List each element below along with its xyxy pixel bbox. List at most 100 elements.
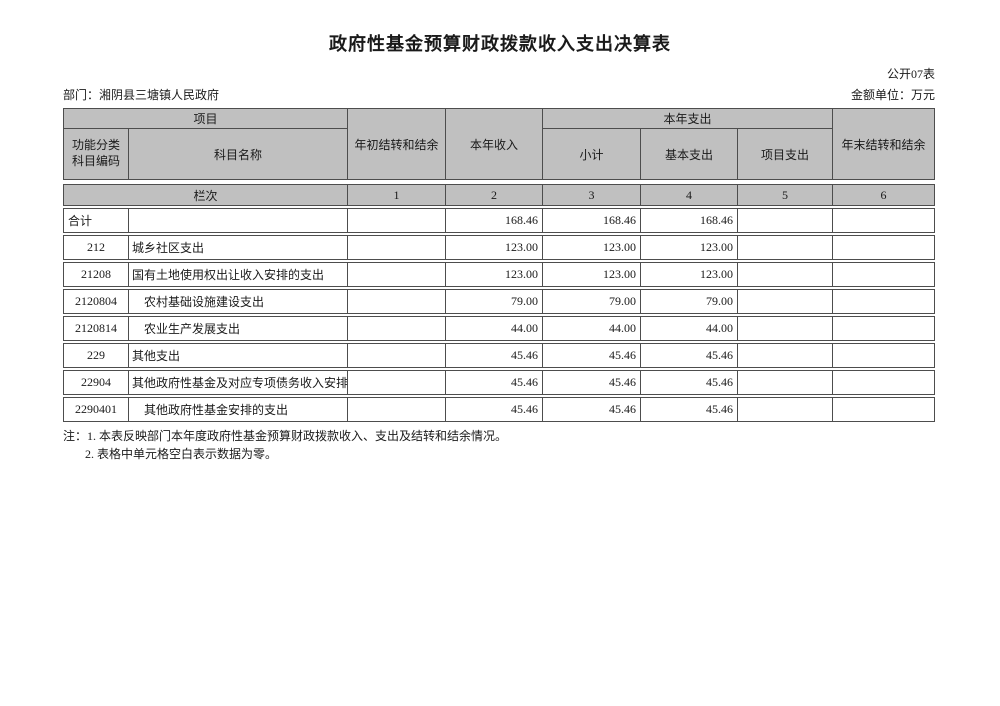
header-subject-name: 科目名称 bbox=[129, 129, 348, 179]
cell-basic-expense: 79.00 bbox=[641, 290, 738, 313]
cell-begin-balance bbox=[348, 371, 446, 394]
row-subject-name: 国有土地使用权出让收入安排的支出 bbox=[129, 263, 348, 286]
cell-project-expense bbox=[738, 209, 833, 232]
table-row-total: 合计 168.46 168.46 168.46 bbox=[63, 208, 935, 233]
cell-basic-expense: 123.00 bbox=[641, 236, 738, 259]
cell-year-income: 79.00 bbox=[446, 290, 543, 313]
cell-basic-expense: 45.46 bbox=[641, 344, 738, 367]
header-basic-expense: 基本支出 bbox=[641, 129, 738, 179]
header-subtotal: 小计 bbox=[543, 129, 641, 179]
footnotes: 注：1. 本表反映部门本年度政府性基金预算财政拨款收入、支出及结转和结余情况。 … bbox=[63, 427, 935, 463]
table-row: 22904 其他政府性基金及对应专项债务收入安排的 45.46 45.46 45… bbox=[63, 370, 935, 395]
row-subject-name: 其他政府性基金安排的支出 bbox=[129, 398, 348, 421]
cell-subtotal: 45.46 bbox=[543, 371, 641, 394]
cell-end-balance bbox=[833, 236, 934, 259]
cell-subtotal: 168.46 bbox=[543, 209, 641, 232]
row-code: 2290401 bbox=[64, 398, 129, 421]
header-project: 项目 bbox=[64, 109, 348, 129]
row-code: 合计 bbox=[64, 209, 129, 232]
cell-year-income: 123.00 bbox=[446, 236, 543, 259]
cell-project-expense bbox=[738, 398, 833, 421]
table-row: 2120804 农村基础设施建设支出 79.00 79.00 79.00 bbox=[63, 289, 935, 314]
meta-line: 部门：湘阴县三塘镇人民政府 金额单位：万元 bbox=[63, 86, 935, 103]
cell-basic-expense: 123.00 bbox=[641, 263, 738, 286]
cell-project-expense bbox=[738, 263, 833, 286]
table-header: 项目 功能分类科目编码 科目名称 年初结转和结余 本年收入 本年支出 小计 基本… bbox=[63, 108, 935, 180]
department-label: 部门：湘阴县三塘镇人民政府 bbox=[63, 88, 220, 102]
cell-subtotal: 123.00 bbox=[543, 263, 641, 286]
cell-end-balance bbox=[833, 209, 934, 232]
table-code: 公开07表 bbox=[886, 67, 935, 81]
header-end-balance: 年末结转和结余 bbox=[841, 137, 926, 152]
cell-project-expense bbox=[738, 371, 833, 394]
cell-begin-balance bbox=[348, 398, 446, 421]
row-code: 22904 bbox=[64, 371, 129, 394]
page-title: 政府性基金预算财政拨款收入支出决算表 bbox=[329, 34, 671, 54]
cell-begin-balance bbox=[348, 344, 446, 367]
cell-basic-expense: 45.46 bbox=[641, 398, 738, 421]
cell-begin-balance bbox=[348, 263, 446, 286]
column-index: 5 bbox=[738, 185, 833, 205]
cell-end-balance bbox=[833, 290, 934, 313]
unit-label: 金额单位：万元 bbox=[850, 88, 935, 102]
cell-subtotal: 45.46 bbox=[543, 398, 641, 421]
header-project-expense: 项目支出 bbox=[738, 129, 833, 179]
column-index: 4 bbox=[641, 185, 738, 205]
column-index-row: 栏次 1 2 3 4 5 6 bbox=[63, 184, 935, 206]
row-subject-name: 其他支出 bbox=[129, 344, 348, 367]
row-code: 212 bbox=[64, 236, 129, 259]
cell-year-income: 168.46 bbox=[446, 209, 543, 232]
header-year-expense: 本年支出 bbox=[543, 109, 833, 129]
cell-begin-balance bbox=[348, 236, 446, 259]
header-year-income: 本年收入 bbox=[446, 109, 543, 179]
cell-end-balance bbox=[833, 263, 934, 286]
cell-subtotal: 44.00 bbox=[543, 317, 641, 340]
column-index: 2 bbox=[446, 185, 543, 205]
cell-basic-expense: 44.00 bbox=[641, 317, 738, 340]
header-begin-balance: 年初结转和结余 bbox=[348, 109, 446, 179]
row-code: 2120804 bbox=[64, 290, 129, 313]
table-row: 212 城乡社区支出 123.00 123.00 123.00 bbox=[63, 235, 935, 260]
footnote-line-2: 2. 表格中单元格空白表示数据为零。 bbox=[85, 447, 278, 461]
row-code: 229 bbox=[64, 344, 129, 367]
cell-project-expense bbox=[738, 344, 833, 367]
cell-end-balance bbox=[833, 371, 934, 394]
table-row: 2290401 其他政府性基金安排的支出 45.46 45.46 45.46 bbox=[63, 397, 935, 422]
cell-subtotal: 123.00 bbox=[543, 236, 641, 259]
report-content: 公开07表 部门：湘阴县三塘镇人民政府 金额单位：万元 项目 功能分类科目编码 … bbox=[63, 65, 935, 463]
row-subject-name bbox=[129, 209, 348, 232]
row-code: 21208 bbox=[64, 263, 129, 286]
column-index: 1 bbox=[348, 185, 446, 205]
cell-year-income: 123.00 bbox=[446, 263, 543, 286]
row-subject-name: 其他政府性基金及对应专项债务收入安排的 bbox=[129, 371, 348, 394]
cell-subtotal: 45.46 bbox=[543, 344, 641, 367]
cell-project-expense bbox=[738, 317, 833, 340]
column-index: 6 bbox=[880, 187, 887, 202]
cell-end-balance bbox=[833, 344, 934, 367]
header-func-code: 功能分类科目编码 bbox=[64, 129, 129, 179]
cell-year-income: 45.46 bbox=[446, 398, 543, 421]
cell-subtotal: 79.00 bbox=[543, 290, 641, 313]
table-row: 229 其他支出 45.46 45.46 45.46 bbox=[63, 343, 935, 368]
cell-begin-balance bbox=[348, 209, 446, 232]
cell-begin-balance bbox=[348, 317, 446, 340]
footnote-line-1: 注：1. 本表反映部门本年度政府性基金预算财政拨款收入、支出及结转和结余情况。 bbox=[63, 429, 508, 443]
column-index: 3 bbox=[543, 185, 641, 205]
row-subject-name: 农业生产发展支出 bbox=[129, 317, 348, 340]
row-subject-name: 城乡社区支出 bbox=[129, 236, 348, 259]
cell-begin-balance bbox=[348, 290, 446, 313]
cell-basic-expense: 168.46 bbox=[641, 209, 738, 232]
fiscal-table: 项目 功能分类科目编码 科目名称 年初结转和结余 本年收入 本年支出 小计 基本… bbox=[63, 108, 935, 422]
cell-year-income: 45.46 bbox=[446, 371, 543, 394]
column-index-label: 栏次 bbox=[64, 185, 348, 205]
table-row: 2120814 农业生产发展支出 44.00 44.00 44.00 bbox=[63, 316, 935, 341]
cell-basic-expense: 45.46 bbox=[641, 371, 738, 394]
cell-project-expense bbox=[738, 236, 833, 259]
cell-project-expense bbox=[738, 290, 833, 313]
cell-end-balance bbox=[833, 317, 934, 340]
cell-year-income: 45.46 bbox=[446, 344, 543, 367]
table-row: 21208 国有土地使用权出让收入安排的支出 123.00 123.00 123… bbox=[63, 262, 935, 287]
cell-year-income: 44.00 bbox=[446, 317, 543, 340]
row-code: 2120814 bbox=[64, 317, 129, 340]
